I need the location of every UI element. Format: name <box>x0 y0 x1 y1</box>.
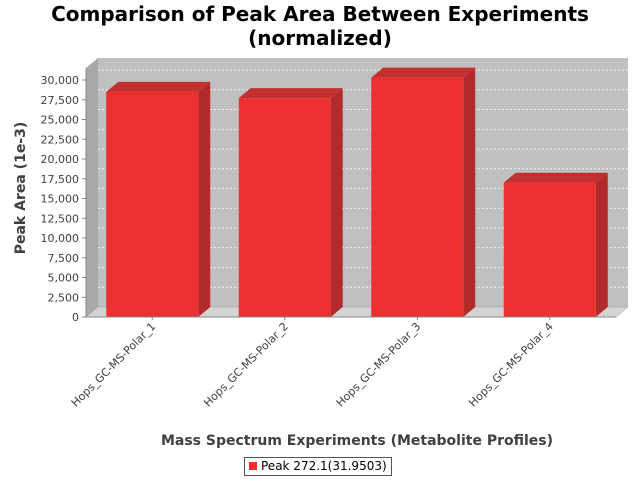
x-tick-label: Hops_GC-MS-Polar_4 <box>466 320 556 410</box>
y-tick-label: 0 <box>72 311 79 324</box>
chart-title: Comparison of Peak Area Between Experime… <box>0 2 640 50</box>
bar <box>371 67 476 317</box>
y-tick-label: 2,500 <box>48 291 80 304</box>
y-tick-label: 15,000 <box>41 193 80 206</box>
y-axis-label: Peak Area (1e-3) <box>13 122 29 255</box>
x-tick-label: Hops_GC-MS-Polar_3 <box>334 320 424 410</box>
bar-top <box>371 67 476 78</box>
bar-side <box>330 88 343 317</box>
bar <box>106 81 211 317</box>
legend: Peak 272.1(31.9503) <box>244 457 392 476</box>
x-tick-label: Hops_GC-MS-Polar_1 <box>69 320 159 410</box>
y-tick-label: 27,500 <box>41 94 80 107</box>
bar <box>238 88 343 317</box>
y-tick-label: 12,500 <box>41 212 80 225</box>
y-tick-label: 5,000 <box>48 272 80 285</box>
chart-title-line-2: (normalized) <box>248 26 392 50</box>
y-tick-label: 17,500 <box>41 173 80 186</box>
bar-front <box>238 98 331 317</box>
y-tick-label: 25,000 <box>41 114 80 127</box>
y-tick-label: 10,000 <box>41 232 80 245</box>
bar-top <box>238 88 343 99</box>
bar <box>503 172 608 317</box>
plot-side-wall <box>86 58 98 317</box>
bar-front <box>503 182 596 317</box>
chart-title-line-1: Comparison of Peak Area Between Experime… <box>51 2 589 26</box>
bar-side <box>198 81 211 317</box>
x-axis: Hops_GC-MS-Polar_1 Hops_GC-MS-Polar_2 Hops… <box>69 316 616 410</box>
legend-swatch <box>249 462 257 470</box>
bar-front <box>106 91 199 317</box>
bars <box>106 67 608 317</box>
y-tick-label: 7,500 <box>48 252 80 265</box>
x-tick-label: Hops_GC-MS-Polar_2 <box>201 320 291 410</box>
bar-side <box>595 172 608 317</box>
y-tick-label: 30,000 <box>41 74 80 87</box>
legend-label: Peak 272.1(31.9503) <box>261 459 387 473</box>
bar-top <box>503 172 608 183</box>
y-tick-label: 22,500 <box>41 133 80 146</box>
y-axis: 0 2,500 5,000 7,500 10,000 12,500 15,000 17,500… <box>41 68 87 324</box>
x-axis-label: Mass Spectrum Experiments (Metabolite Pr… <box>161 433 553 449</box>
bar-front <box>371 77 464 317</box>
bar-side <box>463 67 476 317</box>
y-tick-label: 20,000 <box>41 153 80 166</box>
bar-top <box>106 81 211 92</box>
